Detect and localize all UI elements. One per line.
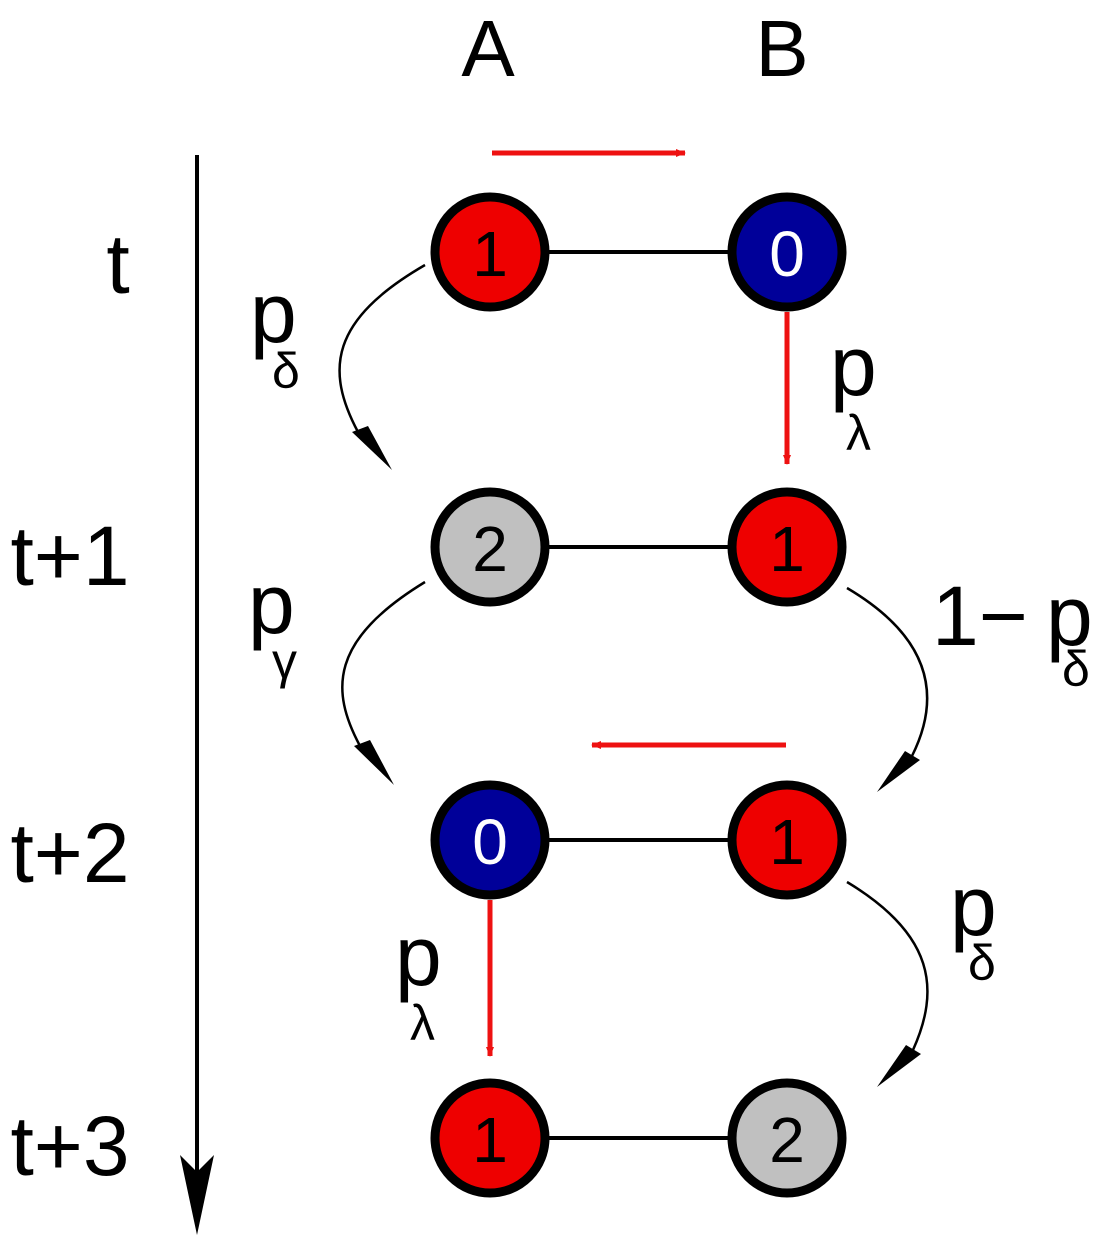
- curve-a-t1-to-t2: [341, 580, 426, 747]
- node-b-row3: 2: [727, 1078, 847, 1198]
- svg-text:δ: δ: [1062, 641, 1090, 697]
- prob-label-p-lambda-2: p λ: [395, 909, 442, 1051]
- node-state-label: 0: [769, 218, 805, 290]
- curve-b-t2-to-t3: [846, 880, 929, 1051]
- prob-label-p-delta-1: p δ: [250, 266, 300, 399]
- svg-text:λ: λ: [846, 405, 871, 461]
- curve-head-icon: [352, 426, 392, 470]
- time-label-t1: t+1: [10, 509, 129, 603]
- node-a-row0: 1: [430, 192, 550, 312]
- node-state-label: 1: [472, 218, 508, 290]
- svg-text:δ: δ: [968, 935, 996, 991]
- node-b-row1: 1: [727, 487, 847, 607]
- column-a-label: A: [461, 4, 515, 93]
- svg-text:p: p: [250, 266, 297, 360]
- prob-label-p-lambda-1: p λ: [830, 319, 877, 461]
- svg-text:p: p: [248, 557, 295, 651]
- curve-b-t1-to-t2: [846, 586, 929, 757]
- svg-text:γ: γ: [272, 633, 297, 689]
- node-a-row3: 1: [430, 1078, 550, 1198]
- svg-text:δ: δ: [272, 343, 300, 399]
- time-label-t2: t+2: [10, 806, 129, 900]
- curve-head-icon: [877, 1045, 921, 1087]
- time-label-t: t: [106, 217, 129, 311]
- svg-text:p: p: [830, 319, 877, 413]
- svg-text:p: p: [950, 859, 997, 953]
- node-a-row1: 2: [430, 487, 550, 607]
- node-state-label: 0: [472, 806, 508, 878]
- column-b-label: B: [755, 4, 808, 93]
- node-state-label: 1: [769, 513, 805, 585]
- curve-head-icon: [877, 751, 920, 792]
- time-axis-arrowhead-icon: [180, 1155, 214, 1235]
- time-axis: [180, 155, 214, 1235]
- svg-text:p: p: [1046, 569, 1093, 663]
- node-b-row2: 1: [727, 780, 847, 900]
- node-b-row0: 0: [727, 192, 847, 312]
- prob-label-p-gamma: p γ: [248, 557, 297, 689]
- svg-text:p: p: [395, 909, 442, 1003]
- prob-label-p-delta-2: p δ: [950, 859, 997, 991]
- node-state-label: 2: [769, 1104, 805, 1176]
- time-label-t3: t+3: [10, 1099, 129, 1193]
- svg-text:1−: 1−: [932, 569, 1028, 663]
- node-a-row2: 0: [430, 780, 550, 900]
- prob-label-one-minus-p-delta: 1− p δ: [932, 569, 1093, 697]
- svg-text:λ: λ: [410, 995, 435, 1051]
- node-state-label: 1: [472, 1104, 508, 1176]
- node-state-label: 2: [472, 513, 508, 585]
- node-state-label: 1: [769, 806, 805, 878]
- curve-a-t-to-t1: [338, 263, 426, 433]
- curve-head-icon: [354, 740, 394, 785]
